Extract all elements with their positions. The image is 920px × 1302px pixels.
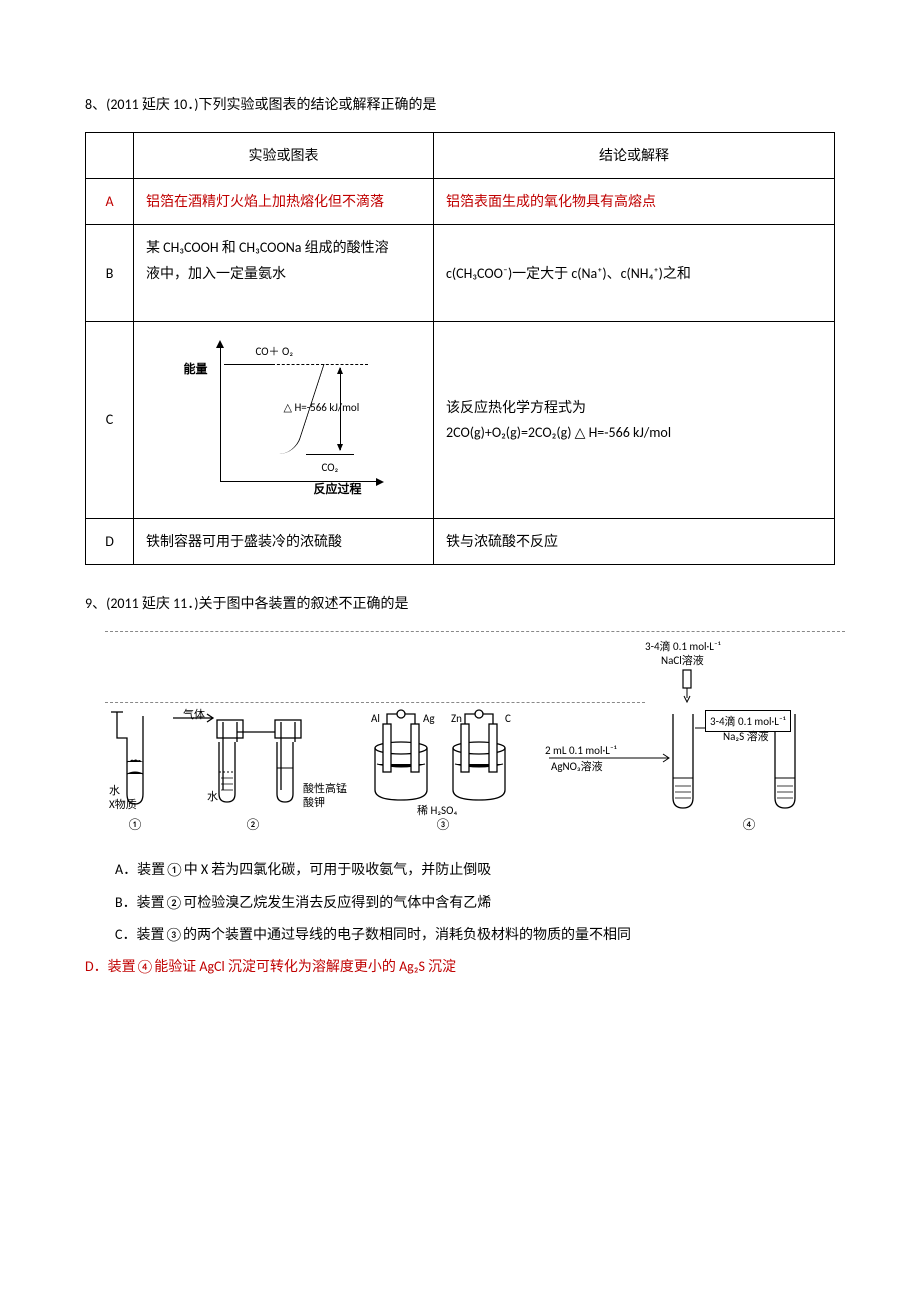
dh-label: △ H=-566 kJ/mol: [284, 398, 360, 418]
d3-c: C: [505, 712, 511, 725]
q8-B-exp-l1: 某 CH₃COOH 和 CH₃COONa 组成的酸性溶: [146, 239, 389, 256]
d3-al: Al: [371, 712, 380, 725]
q8-h-exp: 实验或图表: [134, 133, 434, 179]
q8-C-concl-l1: 该反应热化学方程式为: [446, 399, 586, 416]
q9-prompt: 9、(2011 延庆 11．)关于图中各装置的叙述不正确的是: [85, 593, 835, 613]
x-label: 反应过程: [313, 480, 361, 502]
device-3-icon: [365, 704, 525, 814]
q8-B-concl: c(CH₃COO⁻)一定大于 c(Na⁺)、c(NH₄⁺)之和: [434, 225, 835, 322]
d4-agno3-2: AgNO₃溶液: [551, 758, 603, 774]
d3-num: ③: [435, 818, 451, 832]
d3-ag: Ag: [423, 712, 435, 725]
q8-C-exp: 能量 反应过程 CO＋ O₂ CO₂ △ H=-566 kJ/mol: [134, 321, 434, 518]
y-label: 能量: [184, 360, 208, 382]
y-axis: [220, 344, 221, 482]
q8-table: 实验或图表 结论或解释 A 铝箔在酒精灯火焰上加热熔化但不滴落 铝箔表面生成的氧…: [85, 132, 835, 565]
product-level: [306, 454, 354, 455]
q8-body: 下列实验或图表的结论或解释正确的是: [199, 96, 437, 113]
q8-prefix: 8、(2011 延庆 10．): [85, 96, 199, 113]
q8-D-label: D: [86, 518, 134, 564]
document-page: 8、(2011 延庆 10．)下列实验或图表的结论或解释正确的是 实验或图表 结…: [0, 0, 920, 1029]
q8-row-D: D 铁制容器可用于盛装冷的浓硫酸 铁与浓硫酸不反应: [86, 518, 835, 564]
d4-agno3-1: 2 mL 0.1 mol·L⁻¹: [545, 744, 617, 757]
q8-B-exp: 某 CH₃COOH 和 CH₃COONa 组成的酸性溶 液中，加入一定量氨水: [134, 225, 434, 322]
energy-diagram: 能量 反应过程 CO＋ O₂ CO₂ △ H=-566 kJ/mol: [184, 340, 384, 500]
q9-apparatus: 水 X物质 ① 气体 水 酸性高锰 酸钾 ②: [105, 631, 845, 831]
q8-D-concl: 铁与浓硫酸不反应: [434, 518, 835, 564]
q8-C-concl-l2: 2CO(g)+O₂(g)=2CO₂(g) △ H=-566 kJ/mol: [446, 424, 671, 441]
d1-x: X物质: [109, 796, 137, 812]
q8-row-B: B 某 CH₃COOH 和 CH₃COONa 组成的酸性溶 液中，加入一定量氨水…: [86, 225, 835, 322]
q9-options: A．装置①中 X 若为四氯化碳，可用于吸收氨气，并防止倒吸 B．装置②可检验溴乙…: [85, 859, 835, 979]
d2-km2: 酸钾: [303, 794, 325, 810]
y-arrow-icon: [216, 340, 224, 348]
q8-header-row: 实验或图表 结论或解释: [86, 133, 835, 179]
q8-prompt: 8、(2011 延庆 10．)下列实验或图表的结论或解释正确的是: [85, 94, 835, 114]
reactant-label: CO＋ O₂: [256, 342, 294, 362]
d2-water: 水: [207, 788, 218, 804]
reactant-level: [224, 364, 272, 365]
d3-zn: Zn: [451, 712, 462, 725]
q8-A-label: A: [86, 179, 134, 225]
q8-A-concl: 铝箔表面生成的氧化物具有高熔点: [434, 179, 835, 225]
q9-opt-A: A．装置①中 X 若为四氯化碳，可用于吸收氨气，并防止倒吸: [115, 859, 835, 881]
q8-row-C: C 能量 反应过程 CO＋ O₂ CO₂ △ H=-566 kJ/mo: [86, 321, 835, 518]
q9-opt-D: D．装置④能验证 AgCl 沉淀可转化为溶解度更小的 Ag₂S 沉淀: [85, 956, 835, 978]
q9-body: 关于图中各装置的叙述不正确的是: [199, 595, 409, 612]
d1-num: ①: [127, 818, 143, 832]
q8-B-exp-l2: 液中，加入一定量氨水: [146, 265, 286, 282]
product-label: CO₂: [322, 458, 339, 478]
q8-D-exp: 铁制容器可用于盛装冷的浓硫酸: [134, 518, 434, 564]
q8-row-A: A 铝箔在酒精灯火焰上加热熔化但不滴落 铝箔表面生成的氧化物具有高熔点: [86, 179, 835, 225]
d4-na2s2: Na₂S 溶液: [723, 728, 769, 744]
q8-h-concl: 结论或解释: [434, 133, 835, 179]
q8-C-label: C: [86, 321, 134, 518]
q8-B-label: B: [86, 225, 134, 322]
q9-prefix: 9、(2011 延庆 11．): [85, 595, 199, 612]
q9-opt-B: B．装置②可检验溴乙烷发生消去反应得到的气体中含有乙烯: [115, 892, 835, 914]
x-arrow-icon: [376, 478, 384, 486]
d4-num: ④: [741, 818, 757, 832]
d3-h2so4: 稀 H₂SO₄: [417, 802, 457, 818]
q8-h-blank: [86, 133, 134, 179]
q9-opt-C: C．装置③的两个装置中通过导线的电子数相同时，消耗负极材料的物质的量不相同: [115, 924, 835, 946]
q8-C-concl: 该反应热化学方程式为 2CO(g)+O₂(g)=2CO₂(g) △ H=-566…: [434, 321, 835, 518]
d2-num: ②: [245, 818, 261, 832]
q8-A-exp: 铝箔在酒精灯火焰上加热熔化但不滴落: [134, 179, 434, 225]
